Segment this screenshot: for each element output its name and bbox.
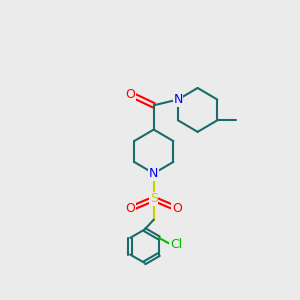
Text: O: O bbox=[126, 202, 136, 214]
Text: N: N bbox=[173, 93, 183, 106]
Text: O: O bbox=[126, 88, 136, 101]
Text: O: O bbox=[172, 202, 182, 214]
Text: Cl: Cl bbox=[170, 238, 182, 251]
Text: S: S bbox=[150, 192, 158, 206]
Text: N: N bbox=[149, 167, 158, 180]
